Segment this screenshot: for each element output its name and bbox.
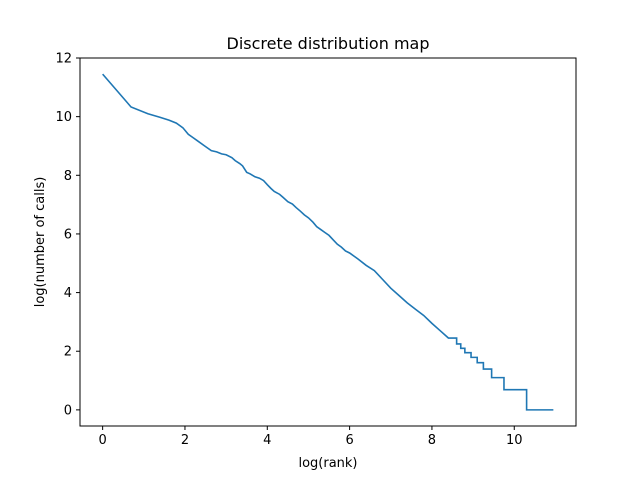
chart-title: Discrete distribution map [227, 34, 430, 53]
y-axis-label: log(number of calls) [33, 177, 48, 308]
tick-layer: 0 2 4 6 8 10 0 2 4 6 8 10 12 [55, 52, 522, 449]
x-tick-label: 4 [263, 433, 271, 448]
y-tick-label: 12 [55, 52, 72, 67]
series-line [102, 73, 554, 411]
y-tick-label: 4 [64, 286, 72, 301]
x-axis-label: log(rank) [298, 456, 357, 471]
y-tick-label: 0 [64, 403, 72, 418]
y-tick-label: 2 [64, 345, 72, 360]
x-tick-label: 2 [181, 433, 189, 448]
y-tick-label: 6 [64, 227, 72, 242]
plot-frame [79, 57, 577, 427]
y-tick-label: 8 [64, 169, 72, 184]
x-tick-label: 8 [428, 433, 436, 448]
y-tick-label: 10 [55, 110, 72, 125]
x-tick-label: 6 [345, 433, 353, 448]
x-tick-label: 10 [506, 433, 523, 448]
x-tick-label: 0 [98, 433, 106, 448]
